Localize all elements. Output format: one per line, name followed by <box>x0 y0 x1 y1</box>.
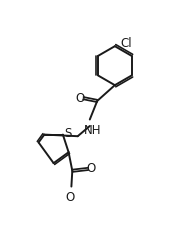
Text: O: O <box>75 92 85 105</box>
Text: Cl: Cl <box>120 37 132 50</box>
Text: O: O <box>87 163 96 175</box>
Text: O: O <box>66 191 75 204</box>
Text: S: S <box>64 127 72 140</box>
Text: NH: NH <box>84 123 101 137</box>
